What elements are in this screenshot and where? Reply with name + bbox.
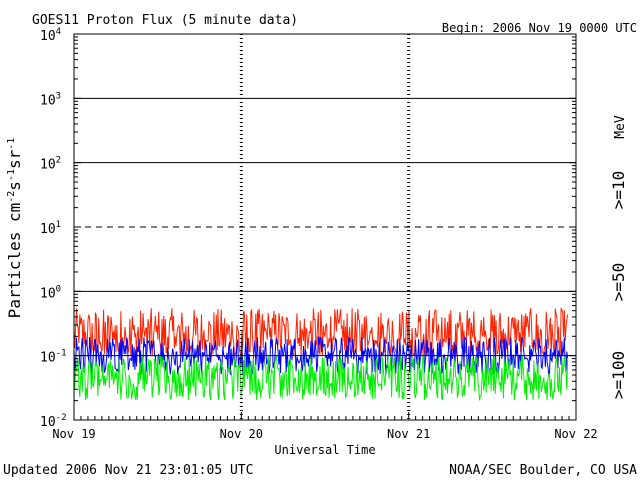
y-tick-label: 103 — [40, 91, 61, 108]
series-line-0 — [73, 306, 569, 358]
chart-title: GOES11 Proton Flux (5 minute data) — [32, 13, 298, 28]
legend-units: MeV — [613, 115, 628, 139]
y-tick-label: 10-1 — [40, 349, 67, 366]
grid-layer — [74, 34, 576, 420]
series-line-2 — [73, 354, 569, 401]
x-axis-label: Universal Time — [274, 443, 375, 457]
series-layer — [73, 306, 569, 401]
begin-date: Begin: 2006 Nov 19 0000 UTC — [442, 21, 637, 35]
x-tick-label: Nov 21 — [387, 427, 430, 441]
y-tick-label: 10-2 — [40, 413, 67, 430]
legend-entry-1: >=50 — [609, 263, 628, 302]
x-tick-label: Nov 22 — [554, 427, 597, 441]
legend: >=10 >=50 >=100 MeV — [609, 115, 628, 399]
legend-entry-0: >=10 — [609, 171, 628, 210]
x-tick-label: Nov 19 — [52, 427, 95, 441]
y-axis-label: Particles cm-2s-1sr-1 — [5, 138, 24, 319]
y-tick-label: 102 — [40, 156, 61, 173]
axis-layer: 10-2 10-1 100 101 102 103 104 Nov 19 Nov 20 Nov 2… — [40, 27, 598, 441]
y-tick-label: 100 — [40, 284, 61, 301]
y-tick-label: 101 — [40, 220, 61, 237]
credit-label: NOAA/SEC Boulder, CO USA — [449, 463, 637, 478]
legend-entry-2: >=100 — [609, 351, 628, 399]
updated-timestamp: Updated 2006 Nov 21 23:01:05 UTC — [3, 463, 253, 478]
y-tick-label: 104 — [40, 27, 61, 44]
x-tick-label: Nov 20 — [220, 427, 263, 441]
